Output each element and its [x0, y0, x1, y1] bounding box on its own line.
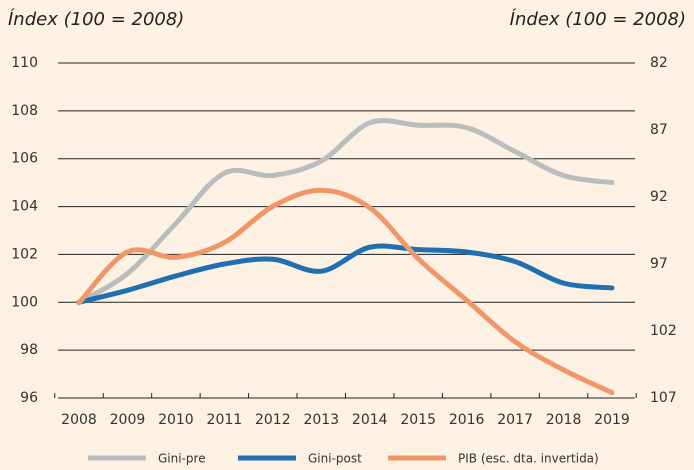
- legend-label: PIB (esc. dta. invertida): [458, 452, 599, 466]
- y-tick-label: 102: [11, 246, 38, 262]
- x-tick-label: 2019: [594, 412, 630, 428]
- x-tick-label: 2008: [61, 412, 97, 428]
- x-tick-label: 2016: [449, 412, 485, 428]
- y2-axis-title: Índex (100 = 2008): [510, 8, 686, 30]
- y2-tick-label: 87: [650, 122, 668, 138]
- legend-label: Gini-pre: [158, 452, 206, 466]
- x-tick-label: 2012: [255, 412, 291, 428]
- x-tick-label: 2014: [352, 412, 388, 428]
- y-tick-label: 108: [11, 103, 38, 119]
- y-tick-label: 98: [20, 342, 38, 358]
- x-tick-label: 2011: [207, 412, 243, 428]
- y2-tick-label: 92: [650, 189, 668, 205]
- series-line: [76, 118, 615, 305]
- x-tick-label: 2015: [400, 412, 436, 428]
- y-tick-label: 110: [11, 55, 38, 71]
- y-tick-label: 104: [11, 199, 38, 215]
- x-tick-label: 2009: [110, 412, 146, 428]
- series-line: [76, 243, 615, 305]
- x-tick-label: 2013: [303, 412, 339, 428]
- series-line: [76, 187, 615, 396]
- y-tick-label: 106: [11, 151, 38, 167]
- y-tick-label: 96: [20, 390, 38, 406]
- legend-label: Gini-post: [308, 452, 362, 466]
- y2-tick-label: 82: [650, 55, 668, 71]
- x-tick-label: 2017: [497, 412, 533, 428]
- y2-tick-label: 102: [650, 323, 677, 339]
- y2-tick-label: 107: [650, 390, 677, 406]
- y-tick-label: 100: [11, 294, 38, 310]
- x-tick-label: 2010: [158, 412, 194, 428]
- y-axis-title: Índex (100 = 2008): [8, 8, 184, 30]
- x-tick-label: 2018: [546, 412, 582, 428]
- y2-tick-label: 97: [650, 256, 668, 272]
